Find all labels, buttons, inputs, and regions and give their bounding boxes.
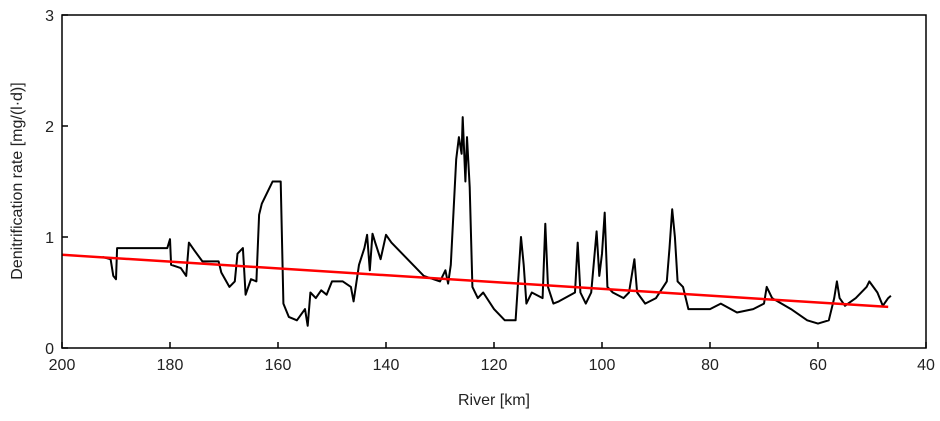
x-tick-label: 180 — [157, 357, 184, 374]
x-tick-label: 40 — [917, 357, 935, 374]
y-tick-label: 0 — [45, 341, 54, 358]
y-tick-label: 2 — [45, 119, 54, 136]
y-tick-label: 1 — [45, 230, 54, 247]
y-axis-label: Denitrification rate [mg/(l·d)] — [9, 82, 26, 279]
x-tick-label: 140 — [373, 357, 400, 374]
data-line — [61, 253, 889, 309]
data-line — [102, 116, 892, 327]
y-tick-label: 3 — [45, 8, 54, 25]
x-tick-label: 120 — [481, 357, 508, 374]
x-axis-label: River [km] — [458, 392, 530, 409]
x-tick-label: 160 — [265, 357, 292, 374]
x-tick-label: 60 — [809, 357, 827, 374]
x-tick-label: 100 — [589, 357, 616, 374]
plot-frame — [61, 14, 927, 349]
x-tick-label: 200 — [49, 357, 76, 374]
x-tick-label: 80 — [701, 357, 719, 374]
